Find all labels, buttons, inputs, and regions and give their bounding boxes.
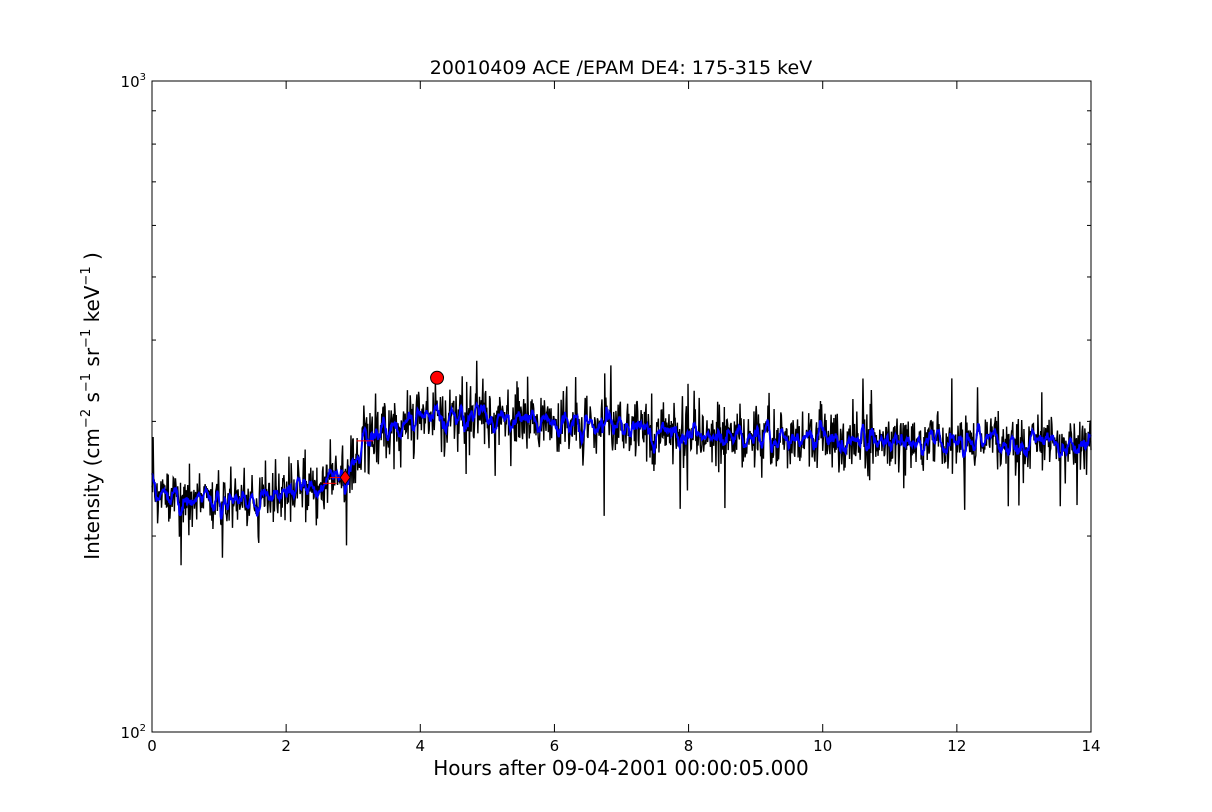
x-axis-label: Hours after 09-04-2001 00:00:05.000 (433, 756, 809, 780)
y-label-exp4: −1 (79, 266, 94, 285)
axis-ticks: 0 2 4 6 8 10 12 14 102 103 (121, 72, 1101, 755)
y-label-mid2: sr (80, 347, 104, 373)
x-tick-label-4: 4 (416, 737, 426, 755)
plot-area (151, 360, 1092, 566)
x-tick-label-0: 0 (147, 737, 157, 755)
x-tick-label-8: 8 (684, 737, 694, 755)
x-tick-label-10: 10 (813, 737, 832, 755)
onset-marker (339, 469, 351, 486)
x-tick-label-2: 2 (281, 737, 291, 755)
y-label-exp1: −2 (79, 409, 94, 428)
y-label-exp3: −1 (79, 329, 94, 348)
y-tick-label-3: 103 (121, 72, 146, 91)
x-tick-label-6: 6 (550, 737, 560, 755)
y-label-mid3: keV (80, 285, 104, 329)
y-label-mid1: s (80, 392, 104, 409)
y-label-exp2: −1 (79, 373, 94, 392)
axes-frame (151, 80, 1092, 733)
x-tick-label-12: 12 (947, 737, 966, 755)
peak-marker (430, 370, 445, 385)
y-axis-label: Intensity (cm−2 s−1 sr−1 keV−1 ) (79, 252, 104, 560)
smoothed-intensity-line (151, 401, 1092, 520)
x-tick-label-14: 14 (1081, 737, 1100, 755)
chart-title: 20010409 ACE /EPAM DE4: 175-315 keV (430, 57, 812, 79)
y-tick-label-2: 102 (121, 723, 146, 742)
y-label-base: Intensity (cm (80, 428, 104, 560)
y-label-end: ) (80, 252, 104, 266)
